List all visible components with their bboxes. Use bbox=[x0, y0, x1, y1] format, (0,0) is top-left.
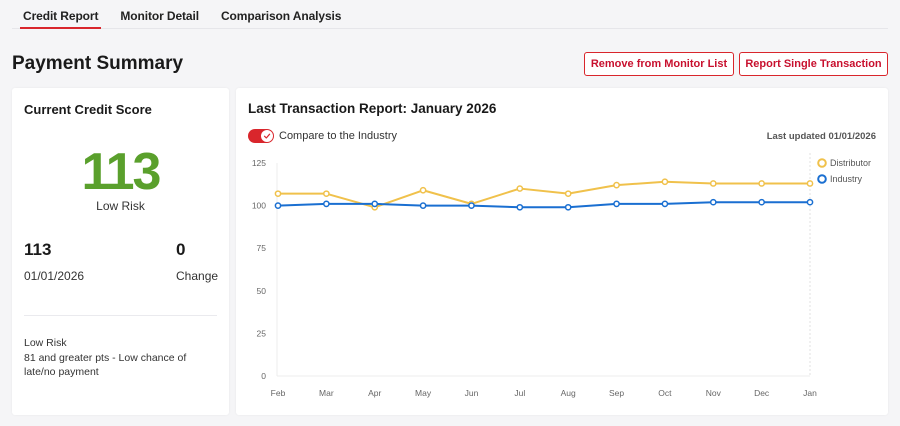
x-tick-label: Oct bbox=[658, 388, 672, 398]
y-tick-label: 25 bbox=[257, 328, 267, 338]
data-point[interactable] bbox=[613, 200, 620, 208]
series-line bbox=[277, 201, 810, 209]
x-tick-label: Jan bbox=[803, 388, 817, 398]
change-value: 0 bbox=[176, 240, 186, 259]
data-point[interactable] bbox=[661, 178, 669, 186]
x-tick-label: Dec bbox=[754, 388, 770, 398]
report-single-transaction-button[interactable]: Report Single Transaction bbox=[739, 52, 888, 76]
data-point[interactable] bbox=[564, 203, 572, 211]
data-point[interactable] bbox=[516, 185, 524, 192]
y-tick-label: 100 bbox=[252, 201, 266, 211]
x-tick-label: May bbox=[415, 388, 432, 398]
data-point[interactable] bbox=[516, 203, 524, 211]
current-score-value: 113 bbox=[81, 143, 162, 201]
data-point[interactable] bbox=[323, 200, 330, 208]
x-tick-label: Apr bbox=[368, 388, 381, 398]
data-point[interactable] bbox=[419, 202, 427, 209]
series-industry bbox=[274, 198, 814, 211]
series-group bbox=[274, 178, 814, 211]
y-tick-label: 0 bbox=[261, 371, 266, 381]
chart-title: Last Transaction Report: January 2026 bbox=[248, 101, 497, 116]
page-title: Payment Summary bbox=[12, 53, 184, 74]
data-point[interactable] bbox=[468, 202, 475, 209]
data-point[interactable] bbox=[371, 200, 379, 208]
data-point[interactable] bbox=[806, 180, 814, 187]
score-date: 01/01/2026 bbox=[24, 269, 85, 283]
data-point[interactable] bbox=[806, 198, 814, 206]
change-label: Change bbox=[176, 269, 219, 283]
data-point[interactable] bbox=[274, 190, 282, 198]
legend-marker bbox=[817, 174, 827, 184]
legend-item-distributor[interactable]: Distributor bbox=[817, 158, 871, 168]
x-tick-label: Feb bbox=[271, 388, 286, 398]
risk-level-label: Low Risk bbox=[96, 199, 145, 213]
tab-credit-report[interactable]: Credit Report bbox=[12, 0, 109, 29]
risk-description-text: 81 and greater pts - Low chance of late/… bbox=[24, 351, 187, 379]
data-point[interactable] bbox=[323, 190, 330, 198]
legend-marker bbox=[817, 158, 827, 168]
data-point[interactable] bbox=[564, 190, 572, 198]
x-tick-label: Nov bbox=[706, 388, 722, 398]
compare-industry-toggle[interactable] bbox=[248, 129, 274, 143]
data-point[interactable] bbox=[661, 200, 669, 208]
tab-bar: Credit Report Monitor Detail Comparison … bbox=[12, 0, 888, 29]
x-tick-label: Mar bbox=[319, 388, 334, 398]
credit-score-title: Current Credit Score bbox=[24, 102, 152, 117]
check-icon bbox=[263, 133, 271, 139]
y-tick-label: 125 bbox=[252, 158, 266, 168]
y-axis: 0 25 50 75 100 125 bbox=[252, 158, 810, 381]
credit-score-card: Current Credit Score 113 Low Risk 113 01… bbox=[12, 88, 229, 415]
x-tick-label: Sep bbox=[609, 388, 624, 398]
remove-from-monitor-list-button[interactable]: Remove from Monitor List bbox=[584, 52, 734, 76]
toggle-knob bbox=[261, 130, 273, 142]
data-point[interactable] bbox=[758, 198, 765, 206]
data-point[interactable] bbox=[758, 180, 765, 187]
compare-industry-label: Compare to the Industry bbox=[279, 130, 398, 142]
data-point[interactable] bbox=[709, 198, 717, 206]
legend-label: Industry bbox=[830, 174, 863, 184]
divider bbox=[24, 315, 217, 316]
score-value: 113 bbox=[24, 240, 52, 259]
data-point[interactable] bbox=[613, 181, 620, 189]
risk-description: Low Risk 81 and greater pts - Low chance… bbox=[24, 336, 204, 380]
risk-description-title: Low Risk bbox=[24, 337, 67, 349]
x-axis: Feb Mar Apr May Jun Jul Aug Sep Oct Nov Dec Jan bbox=[271, 388, 817, 398]
legend-item-industry[interactable]: Industry bbox=[817, 174, 863, 184]
y-tick-label: 75 bbox=[257, 243, 267, 253]
x-tick-label: Jun bbox=[465, 388, 479, 398]
data-point[interactable] bbox=[709, 180, 717, 187]
x-tick-label: Jul bbox=[514, 388, 525, 398]
tab-comparison-analysis[interactable]: Comparison Analysis bbox=[220, 9, 342, 23]
legend-label: Distributor bbox=[830, 158, 871, 168]
transaction-chart-card: Last Transaction Report: January 2026 Co… bbox=[236, 88, 888, 415]
x-tick-label: Aug bbox=[561, 388, 576, 398]
series-line bbox=[278, 180, 810, 209]
y-tick-label: 50 bbox=[257, 286, 267, 296]
legend[interactable]: Distributor Industry bbox=[817, 158, 871, 184]
series-distributor bbox=[274, 178, 814, 211]
data-point[interactable] bbox=[274, 202, 282, 209]
last-updated-text: Last updated 01/01/2026 bbox=[766, 131, 876, 142]
tab-monitor-detail[interactable]: Monitor Detail bbox=[120, 9, 199, 23]
data-point[interactable] bbox=[419, 186, 427, 194]
line-chart: 0 25 50 75 100 125 Feb Mar Apr May Jun Jul Aug Sep Oc… bbox=[252, 153, 871, 398]
